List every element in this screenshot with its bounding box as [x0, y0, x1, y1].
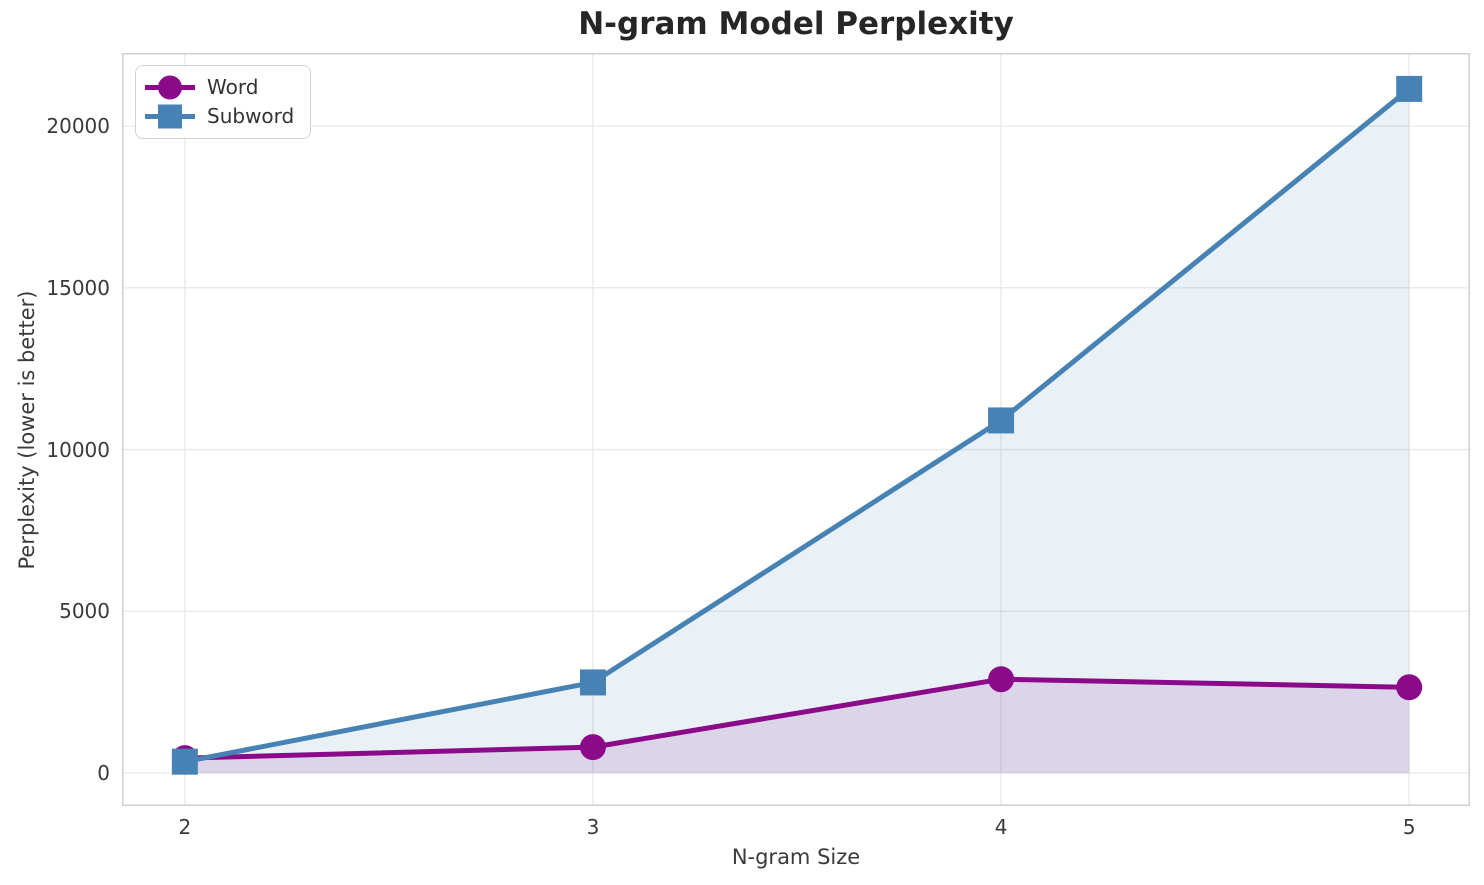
- subword-series-marker-icon: [144, 102, 196, 131]
- x-tick-label: 4: [994, 815, 1008, 839]
- area-fill-word: [184, 679, 1410, 774]
- legend-label-subword: Subword: [207, 104, 295, 128]
- legend-item-subword: Subword: [144, 102, 294, 131]
- x-axis-label: N-gram Size: [731, 845, 861, 869]
- data-point: [988, 666, 1015, 693]
- data-point: [1396, 674, 1423, 701]
- area-fill-subword: [184, 88, 1410, 774]
- legend-label-word: Word: [207, 75, 259, 99]
- y-tick-label: 5000: [59, 599, 110, 624]
- x-tick-label: 3: [586, 815, 600, 839]
- legend: Word Subword: [135, 65, 312, 139]
- gridlines: [122, 53, 1470, 806]
- data-point: [579, 734, 606, 761]
- x-tick-label: 2: [178, 815, 192, 839]
- y-tick-label: 20000: [46, 114, 110, 139]
- data-point: [988, 407, 1015, 434]
- legend-item-word: Word: [144, 73, 294, 102]
- word-series-marker-icon: [144, 73, 196, 102]
- plot-area: [122, 53, 1470, 806]
- series-subword: [171, 75, 1423, 775]
- y-tick-label: 15000: [46, 275, 110, 300]
- y-tick-label: 0: [97, 761, 110, 785]
- y-tick-label: 10000: [46, 437, 110, 462]
- x-tick-label: 5: [1402, 815, 1416, 839]
- chart-title: N-gram Model Perplexity: [578, 6, 1014, 42]
- data-point: [171, 748, 198, 775]
- axes-spines: [122, 53, 1470, 806]
- y-axis-label: Perplexity (lower is better): [15, 290, 39, 570]
- data-point: [579, 669, 606, 696]
- data-point: [1396, 75, 1423, 102]
